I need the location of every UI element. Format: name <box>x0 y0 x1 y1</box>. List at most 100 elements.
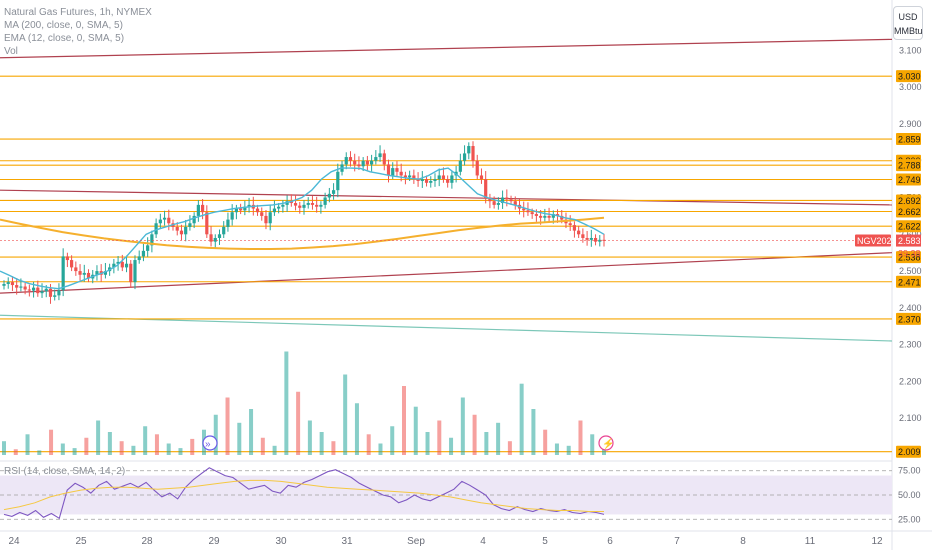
price-tick-label: 2.200 <box>899 376 922 386</box>
level-price-tag <box>896 205 921 218</box>
level-price-tag <box>896 445 921 458</box>
ema12-line[interactable] <box>0 167 605 290</box>
rsi-ma-line[interactable] <box>3 479 604 512</box>
last-price-tag <box>896 234 921 247</box>
trendline[interactable] <box>0 314 893 342</box>
level-price-label: 2.538 <box>898 253 921 263</box>
candle-body <box>484 179 488 198</box>
ma-indicator-label[interactable]: MA (200, close, 0, SMA, 5) <box>4 20 123 31</box>
volume-bar <box>107 432 112 455</box>
level-price-label: 2.662 <box>898 207 921 217</box>
time-tick-label: 30 <box>275 536 287 547</box>
candle-body <box>184 226 188 235</box>
volume-bar <box>143 426 148 455</box>
volume-bar <box>296 391 301 455</box>
volume-bar <box>425 432 430 455</box>
candle-body <box>260 212 264 216</box>
candle-body <box>467 146 471 154</box>
candle-body <box>31 287 36 291</box>
candle-body <box>568 223 572 226</box>
candle-body <box>577 230 581 235</box>
level-price-tag <box>896 251 921 264</box>
volume-bar <box>72 448 77 455</box>
candle-body <box>323 197 327 205</box>
rsi-indicator-label[interactable]: RSI (14, close, SMA, 14, 2) <box>4 466 126 477</box>
candle-body <box>298 205 302 208</box>
candle-body <box>217 234 222 238</box>
volume-bar <box>84 437 89 455</box>
time-tick-label: 11 <box>805 536 816 547</box>
candle-body <box>196 204 200 216</box>
volume-bar <box>460 397 465 455</box>
candle-body <box>306 203 310 205</box>
volume-indicator-label[interactable]: Vol <box>4 46 18 57</box>
candle-body <box>315 204 319 207</box>
candle-body <box>268 212 272 224</box>
candle-body <box>124 263 129 268</box>
candle-body <box>65 256 69 261</box>
trendline[interactable] <box>0 189 893 206</box>
level-price-tag <box>896 173 921 186</box>
candle-body <box>412 175 416 180</box>
candle-body <box>395 168 399 172</box>
candle-body <box>310 203 315 205</box>
time-tick-label: 25 <box>75 536 87 547</box>
lightning-icon: ⚡ <box>602 437 614 450</box>
candle-body <box>48 288 53 297</box>
candle-body <box>70 260 74 268</box>
candle-body <box>560 215 564 220</box>
candle-body <box>585 237 589 240</box>
trendline[interactable] <box>0 252 893 294</box>
candle-body <box>192 215 196 224</box>
candle-body <box>458 160 462 172</box>
symbol-label: NGV2023 <box>857 236 897 246</box>
last-price-label: 2.583 <box>898 236 921 246</box>
candle-body <box>429 180 433 183</box>
event-marker-icon[interactable] <box>202 435 218 451</box>
volume-bar <box>507 441 512 455</box>
candle-body <box>551 214 555 218</box>
candle-body <box>399 171 403 176</box>
time-tick-label: 7 <box>674 536 680 547</box>
price-tick-label: 3.000 <box>899 82 922 92</box>
candle-body <box>408 175 412 178</box>
countdown-label: 39:38 <box>898 249 921 259</box>
candle-body <box>129 263 133 283</box>
candle-body <box>382 153 386 165</box>
volume-bar <box>284 351 289 455</box>
candle-body <box>437 175 441 180</box>
candle-body <box>492 201 496 205</box>
event-marker-icon[interactable] <box>598 435 614 451</box>
volume-bar <box>437 420 442 455</box>
volume-bar <box>366 434 371 455</box>
candle-body <box>36 287 40 294</box>
trendline[interactable] <box>0 38 893 59</box>
candle-body <box>44 288 48 292</box>
candle-body <box>374 157 378 161</box>
volume-bar <box>343 374 348 455</box>
ema-indicator-label[interactable]: EMA (12, close, 0, SMA, 5) <box>4 33 125 44</box>
ma200-line[interactable] <box>0 216 605 250</box>
symbol-tag[interactable] <box>855 234 891 247</box>
volume-bar <box>449 437 454 455</box>
candle-body <box>120 261 124 268</box>
level-price-tag <box>896 275 921 288</box>
candle-body <box>27 289 31 291</box>
candle-body <box>479 175 484 180</box>
candle-body <box>581 234 585 238</box>
volume-bar <box>25 434 30 455</box>
level-price-label: 2.749 <box>898 175 921 185</box>
time-tick-label: 24 <box>8 536 20 547</box>
currency-unit-selector[interactable]: USD MMBtu <box>893 6 923 40</box>
candle-body <box>462 153 467 161</box>
volume-bar <box>213 414 218 455</box>
candle-body <box>534 214 538 216</box>
candle-body <box>293 203 298 206</box>
volume-bar <box>260 437 265 455</box>
volume-bar <box>307 420 312 455</box>
rsi-line[interactable] <box>3 467 605 520</box>
candle-body <box>277 206 281 209</box>
candle-body <box>361 160 365 167</box>
candle-body <box>86 272 91 279</box>
